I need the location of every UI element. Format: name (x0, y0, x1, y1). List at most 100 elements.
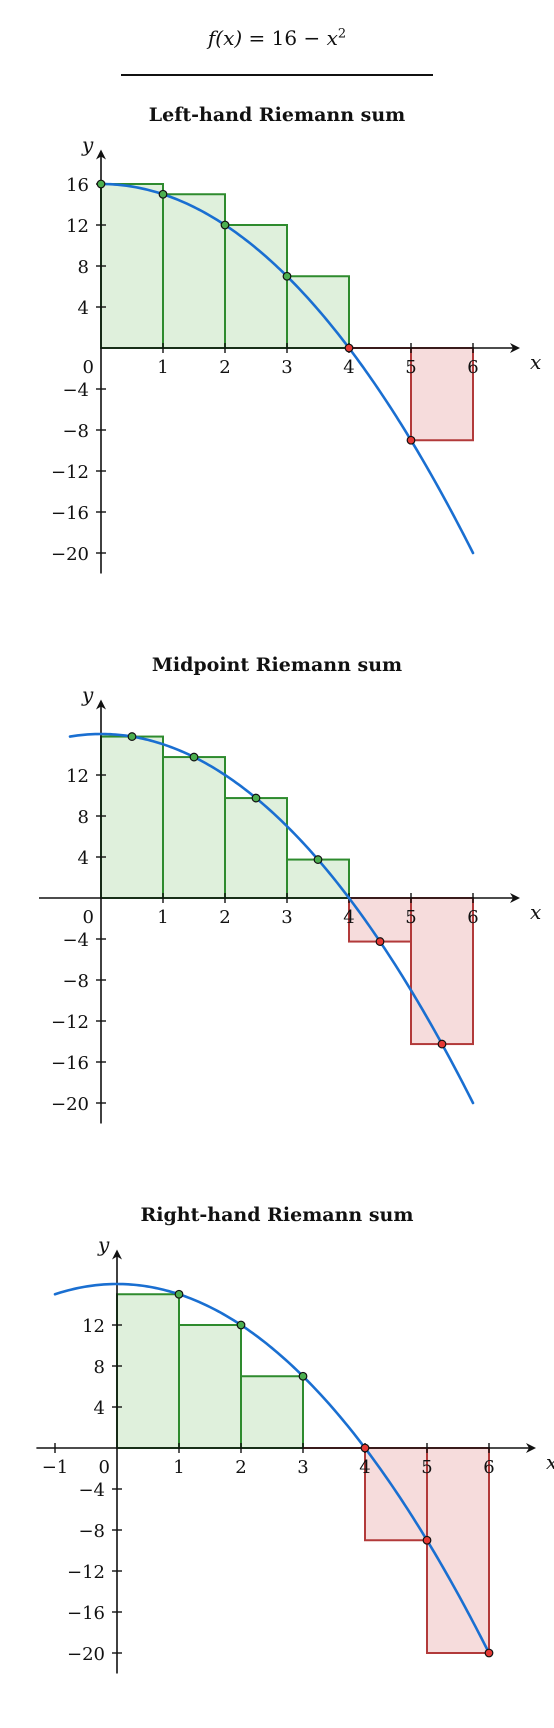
x-axis-arrow (510, 893, 520, 903)
riemann-rect-6 (410, 347, 474, 442)
riemann-rect-4 (286, 858, 350, 899)
left-riemann-panel: Left-hand Riemann sum x y 0 1 2 3 4 5 6 16 12 8 4 −4−… (0, 98, 554, 618)
y-tick-label: 4 (78, 298, 89, 319)
function-curve (53, 1282, 491, 1655)
x-tick-label: 2 (219, 357, 230, 378)
y-tick-label: −4 (62, 930, 89, 951)
x-tick-label: 4 (343, 357, 354, 378)
x-axis-arrow (526, 1443, 536, 1453)
y-tick-label: −20 (51, 1094, 89, 1115)
sample-point-5 (375, 937, 385, 946)
y-tick-label: 8 (78, 257, 89, 278)
sample-point-5 (422, 1535, 432, 1545)
y-tick-label: −8 (78, 1521, 105, 1542)
sample-point-4 (282, 271, 292, 281)
right-riemann-panel: Right-hand Riemann sum xy−101234561284−4… (0, 1198, 554, 1718)
y-tick-label: 12 (66, 766, 89, 787)
y-tick-label: −20 (67, 1644, 105, 1665)
x-tick-label: 3 (281, 907, 292, 928)
x-tick-label: 1 (157, 907, 168, 928)
sample-point-2 (158, 189, 168, 199)
x-tick-label: 0 (83, 907, 94, 928)
midpoint-riemann-panel: Midpoint Riemann sum x y 0 1 2 3 4 5 6 12 8 4 −4 −8 −1… (0, 648, 554, 1168)
function-curve (68, 732, 475, 1105)
formula-variable: x (326, 26, 338, 50)
sample-point-4 (313, 855, 323, 864)
y-tick-label: −12 (51, 1012, 89, 1033)
sample-point-5 (344, 343, 354, 353)
x-tick-label: 3 (281, 357, 292, 378)
x-tick-label: 2 (219, 907, 230, 928)
riemann-rect-3 (224, 224, 288, 349)
y-tick-label: −8 (62, 971, 89, 992)
y-axis-arrow (96, 149, 106, 160)
y-axis-label: y (81, 133, 94, 157)
y-tick-label: −4 (62, 380, 89, 401)
riemann-rect-6 (410, 897, 474, 1046)
y-axis-arrow (112, 1249, 122, 1260)
x-tick-label: 5 (405, 357, 416, 378)
x-axis-label: x (530, 350, 541, 374)
y-tick-label: −16 (51, 503, 89, 524)
midpoint-riemann-title: Midpoint Riemann sum (151, 654, 403, 676)
right-riemann-title: Right-hand Riemann sum (140, 1204, 414, 1226)
x-axis-arrow (510, 343, 520, 353)
riemann-rect-1 (116, 1293, 180, 1449)
x-axis-label: x (530, 900, 541, 924)
y-tick-label: −20 (51, 544, 89, 565)
sample-point-1 (96, 179, 106, 189)
sample-point-1 (174, 1289, 184, 1299)
left-riemann-title: Left-hand Riemann sum (148, 104, 406, 126)
y-tick-label: −4 (78, 1480, 105, 1501)
riemann-rect-1 (100, 735, 164, 899)
y-axis-label: y (81, 683, 94, 707)
x-tick-label: 1 (157, 357, 168, 378)
sample-point-6 (406, 435, 416, 445)
x-tick-label: 0 (83, 357, 94, 378)
y-tick-label: −16 (67, 1603, 105, 1624)
y-tick-label: −16 (51, 1053, 89, 1074)
riemann-rect-5 (348, 897, 412, 943)
formula-exponent: 2 (337, 26, 347, 42)
y-tick-label: 4 (78, 848, 89, 869)
formula-constant: 16 (271, 26, 298, 50)
sample-point-6 (484, 1648, 494, 1658)
y-axis-label: y (97, 1233, 110, 1257)
y-axis-arrow (96, 699, 106, 710)
riemann-rect-3 (224, 797, 288, 899)
y-tick-label: 4 (94, 1398, 105, 1419)
riemann-rect-1 (100, 183, 164, 349)
y-tick-label: 8 (94, 1357, 105, 1378)
riemann-rect-2 (178, 1324, 242, 1449)
x-tick-label: 3 (297, 1457, 308, 1478)
sample-point-2 (189, 752, 199, 762)
sample-point-2 (236, 1320, 246, 1330)
sample-point-4 (360, 1443, 370, 1453)
x-tick-label: 5 (405, 907, 416, 928)
riemann-rect-2 (162, 193, 226, 349)
x-tick-label: 6 (467, 907, 478, 928)
sample-point-3 (298, 1371, 308, 1381)
y-tick-label: −12 (51, 462, 89, 483)
x-tick-label: 2 (235, 1457, 246, 1478)
y-tick-label: −12 (67, 1562, 105, 1583)
x-tick-label: 1 (173, 1457, 184, 1478)
function-formula: f(x) = 16 − x2 (207, 26, 347, 50)
x-tick-label: 6 (467, 357, 478, 378)
x-axis-label: x (546, 1450, 554, 1474)
x-tick-label: 5 (421, 1457, 432, 1478)
y-tick-label: 8 (78, 807, 89, 828)
figure-header: f(x) = 16 − x2 (0, 0, 554, 80)
y-tick-label: 12 (82, 1316, 105, 1337)
y-tick-label: −8 (62, 421, 89, 442)
x-tick-label: 4 (359, 1457, 370, 1478)
y-tick-label: 12 (66, 216, 89, 237)
riemann-rect-2 (162, 756, 226, 899)
x-tick-label: 6 (483, 1457, 494, 1478)
x-tick-label: 0 (99, 1457, 110, 1478)
riemann-rect-6 (426, 1447, 490, 1654)
sample-point-6 (437, 1039, 447, 1049)
